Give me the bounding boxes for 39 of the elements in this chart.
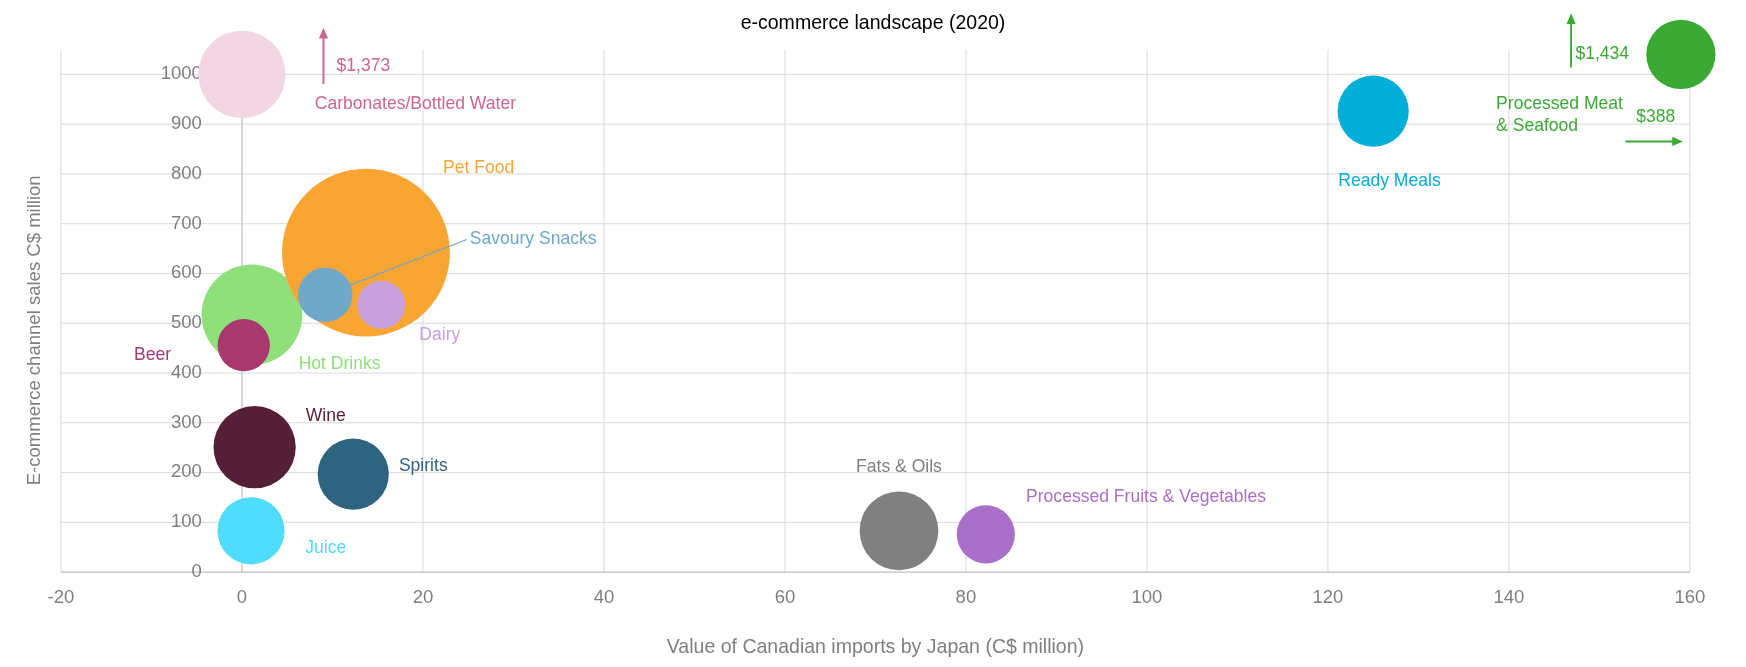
series-label: Ready Meals <box>1338 169 1441 190</box>
x-tick-label: 100 <box>1131 586 1163 608</box>
annotation: $1,434 <box>1575 43 1630 64</box>
y-tick-label: 400 <box>171 360 202 382</box>
x-tick-label: 60 <box>774 586 796 608</box>
chart-title: e-commerce landscape (2020) <box>740 11 1006 34</box>
series-label: Juice <box>305 536 347 557</box>
x-tick-label: -20 <box>47 586 75 608</box>
y-tick-label: 900 <box>171 112 202 134</box>
text: Beer <box>134 343 172 364</box>
text: Savoury Snacks <box>469 228 597 249</box>
x-tick-label: 0 <box>236 586 248 608</box>
x-axis-title: Value of Canadian imports by Japan (C$ million) <box>666 635 1085 658</box>
y-tick-label: 200 <box>171 460 202 482</box>
x-tick-label: 40 <box>593 586 615 608</box>
y-tick-label: 700 <box>171 211 202 233</box>
x-tick-label: 140 <box>1493 586 1525 608</box>
series-label: Carbonates/Bottled Water <box>314 92 517 113</box>
annotation: $1,373 <box>336 55 391 76</box>
y-tick-label: 100 <box>171 510 202 532</box>
series-label: Wine <box>305 404 346 425</box>
x-tick-label: 80 <box>955 586 977 608</box>
y-tick-label: 800 <box>171 161 202 183</box>
y-tick-label: 500 <box>171 311 202 333</box>
x-tick-label: 160 <box>1674 586 1706 608</box>
y-tick-label: 600 <box>171 261 202 283</box>
series-label: Processed Meat & Seafood <box>1496 93 1624 135</box>
y-tick-label: 0 <box>191 560 202 582</box>
series-label: Processed Fruits & Vegetables <box>1026 485 1267 506</box>
annotation: $388 <box>1636 106 1676 127</box>
y-axis-title: E-commerce channel sales C$ million <box>23 175 45 486</box>
x-tick-label: 20 <box>412 586 434 608</box>
series-label: Dairy <box>419 323 461 344</box>
series-label: Spirits <box>398 455 448 476</box>
series-label: Hot Drinks <box>298 352 381 373</box>
series-label: Pet Food <box>443 156 515 177</box>
x-tick-label: 120 <box>1312 586 1344 608</box>
y-tick-label: 300 <box>171 410 202 432</box>
series-label: Fats & Oils <box>856 455 943 476</box>
